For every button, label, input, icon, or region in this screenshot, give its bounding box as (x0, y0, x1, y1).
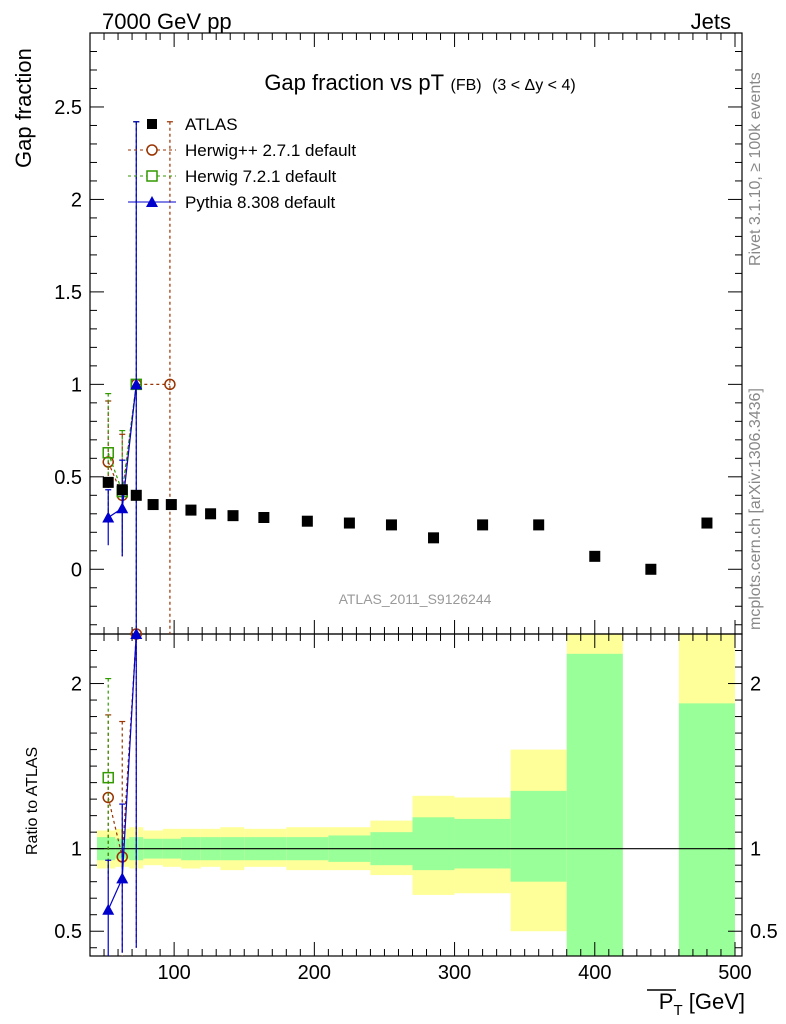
x-axis-label-main: P (659, 989, 674, 1014)
ratio-data-point-2 (102, 903, 115, 915)
ratio-band-inner-16 (678, 703, 735, 956)
main-data-point-0 (343, 517, 355, 529)
x-tick-label: 300 (438, 962, 471, 984)
legend-entry-herwig7: Herwig 7.2.1 default (185, 167, 336, 186)
ticks-layer: 100 200 300 400 500 0 0.5 1 1.5 2 2.5 0.5 0.5 1 1 2 2 (54, 33, 778, 984)
ratio-band-inner-13 (454, 818, 511, 869)
watermark: ATLAS_2011_S9126244 (339, 591, 492, 607)
x-axis-label-unit: [GeV] (683, 989, 745, 1014)
main-data-point-3 (102, 511, 115, 523)
ratio-y-tick-label-right: 0.5 (750, 921, 778, 943)
legend-entry-atlas: ATLAS (185, 115, 238, 134)
ratio-panel-frame (89, 633, 743, 957)
header-left: 7000 GeV pp (102, 9, 232, 34)
header-right: Jets (691, 9, 731, 34)
frames-layer (89, 32, 743, 957)
legend-marker-herwigpp (128, 144, 176, 156)
x-tick-label: 100 (157, 962, 190, 984)
ratio-band-inner-14 (510, 790, 567, 882)
main-data-point-0 (185, 504, 197, 516)
main-y-tick-label: 0 (71, 559, 82, 581)
ratio-bands-layer (97, 634, 735, 956)
ratio-data-point-2 (130, 628, 143, 639)
chart-title-sub2: (3 < Δy < 4) (492, 77, 576, 94)
main-data-point-2 (102, 447, 114, 459)
ratio-data-point-0 (102, 791, 114, 804)
main-series-line-1 (107, 383, 170, 498)
ratio-y-tick-label-right: 2 (750, 674, 761, 696)
ratio-y-tick-label-left: 1 (71, 839, 82, 861)
ratio-band-inner-15 (566, 653, 623, 956)
ratio-y-axis-label: Ratio to ATLAS (24, 747, 41, 855)
ratio-data-point-1 (102, 771, 114, 784)
main-y-tick-label: 1 (71, 374, 82, 396)
main-data-point-0 (116, 484, 128, 496)
main-y-tick-label: 2.5 (54, 97, 82, 119)
chart-title-sub1: (FB) (451, 77, 482, 94)
ratio-data-point-2 (116, 872, 129, 884)
main-y-tick-label: 1.5 (54, 282, 82, 304)
main-data-point-0 (301, 515, 313, 527)
legend-marker-atlas (147, 119, 157, 129)
main-y-axis-label: Gap fraction (11, 48, 36, 168)
main-data-point-0 (147, 499, 159, 511)
rivet-label: Rivet 3.1.10, ≥ 100k events (747, 72, 764, 266)
main-data-point-0 (102, 476, 114, 488)
x-tick-label: 200 (298, 962, 331, 984)
ratio-y-tick-label-left: 0.5 (54, 921, 82, 943)
chart-title: Gap fraction vs pT (FB) (3 < Δy < 4) (264, 70, 575, 95)
main-data-point-3 (116, 502, 129, 514)
series-layer (102, 121, 713, 956)
main-data-point-0 (165, 499, 177, 511)
legend-marker-herwig7 (128, 170, 176, 182)
main-data-point-0 (589, 550, 601, 562)
main-data-point-0 (477, 519, 489, 531)
ratio-y-tick-label-right: 1 (750, 839, 761, 861)
chart-title-main: Gap fraction vs pT (264, 70, 444, 95)
x-axis-label: PT [GeV] (659, 989, 745, 1019)
main-data-point-0 (533, 519, 545, 531)
main-data-point-0 (385, 519, 397, 531)
main-data-point-0 (258, 511, 270, 523)
main-data-point-0 (227, 510, 239, 522)
x-tick-label: 500 (718, 962, 751, 984)
ratio-band-inner-12 (412, 817, 455, 871)
main-data-point-1 (164, 378, 176, 391)
main-data-point-0 (428, 532, 440, 544)
main-data-point-0 (205, 508, 217, 520)
legend-entry-pythia: Pythia 8.308 default (185, 193, 336, 212)
main-y-tick-label: 2 (71, 189, 82, 211)
x-tick-label: 400 (578, 962, 611, 984)
legend-marker-pythia (128, 196, 176, 207)
x-axis-label-sub: T (673, 1002, 682, 1019)
legend-entry-herwigpp: Herwig++ 2.7.1 default (185, 141, 356, 160)
main-data-point-0 (645, 563, 657, 575)
main-data-point-3 (130, 378, 143, 390)
main-data-point-0 (130, 489, 142, 501)
main-series-line-2 (107, 384, 137, 492)
main-data-point-0 (701, 517, 713, 529)
legend: ATLAS Herwig++ 2.7.1 default Herwig 7.2.… (128, 115, 356, 212)
ratio-y-tick-label-left: 2 (71, 674, 82, 696)
mcplots-label: mcplots.cern.ch [arXiv:1306.3436] (747, 388, 764, 630)
main-y-tick-label: 0.5 (54, 467, 82, 489)
